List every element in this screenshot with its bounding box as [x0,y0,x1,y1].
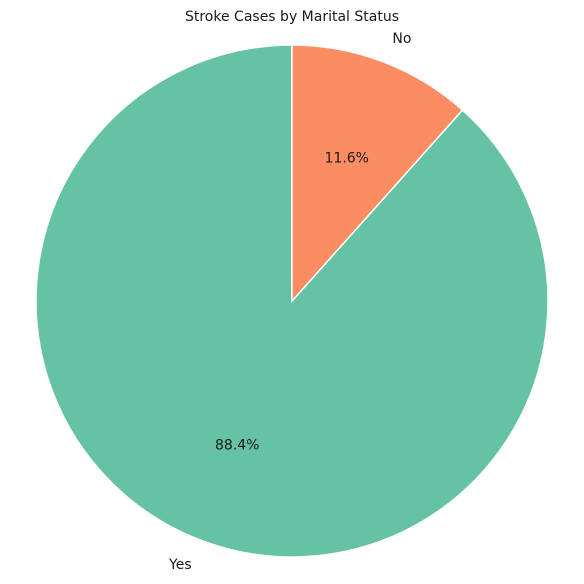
category-label-yes: Yes [168,557,192,573]
percent-label-no: 11.6% [325,150,369,166]
pie-labels: Yes 88.4% No 11.6% [168,31,411,573]
pie-slice-no [291,44,464,303]
chart-title: Stroke Cases by Marital Status [185,9,399,25]
category-label-no: No [392,31,411,47]
pie-slice-yes [35,44,549,558]
percent-label-yes: 88.4% [215,438,259,454]
pie-slices [35,44,549,558]
